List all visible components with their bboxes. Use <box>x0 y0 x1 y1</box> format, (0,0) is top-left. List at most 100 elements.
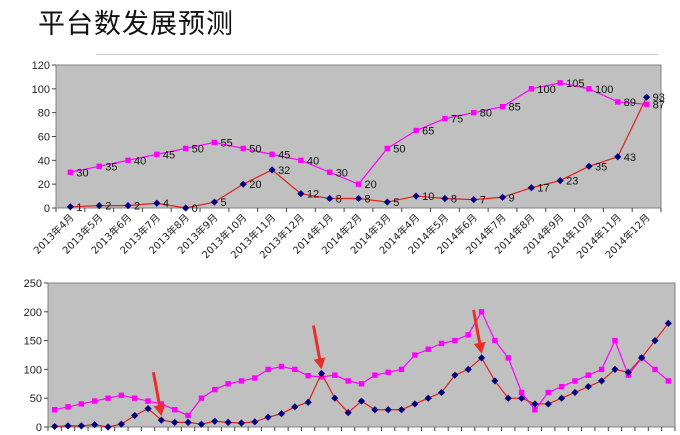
series-0-point <box>145 398 151 404</box>
series-0-data-label: 45 <box>163 149 175 161</box>
series-1-point <box>517 394 526 402</box>
series-0-data-label: 105 <box>566 78 584 90</box>
series-1-point <box>124 202 132 210</box>
series-0-point <box>452 337 458 344</box>
series-0-data-label: 30 <box>336 167 348 179</box>
annotation-arrow <box>472 309 486 354</box>
series-0-point <box>292 366 298 373</box>
series-0-point <box>211 139 218 146</box>
series-0-point <box>478 309 485 315</box>
series-1-point <box>664 319 672 327</box>
series-0-point <box>269 151 275 158</box>
series-1-data-label: 1 <box>76 202 82 214</box>
series-1-point <box>411 400 419 408</box>
series-0-data-label: 50 <box>249 143 261 155</box>
series-1-point <box>264 413 272 421</box>
series-0-data-label: 20 <box>365 179 377 191</box>
series-0-point <box>305 373 311 379</box>
series-1-point <box>344 409 352 417</box>
series-0-point <box>154 151 160 158</box>
series-1-point <box>383 198 391 206</box>
arrow-shaft <box>472 309 483 349</box>
series-0-data-label: 50 <box>393 143 405 155</box>
series-1-point <box>251 418 259 426</box>
series-1-point <box>224 418 232 426</box>
series-0-point <box>172 407 178 413</box>
series-1-data-label: 8 <box>451 193 457 205</box>
series-0-point <box>185 412 191 419</box>
series-1-point <box>277 410 286 418</box>
series-1-point <box>614 153 622 161</box>
series-1-point <box>477 354 486 362</box>
series-1-point <box>77 422 85 430</box>
series-0-data-label: 100 <box>595 84 613 96</box>
series-1-point <box>491 377 499 385</box>
series-0-point <box>528 86 535 92</box>
series-0-point <box>652 366 658 373</box>
y-tick-label: 60 <box>38 132 50 144</box>
series-1-point <box>651 337 659 345</box>
series-1-data-label: 35 <box>595 161 607 173</box>
series-0-point <box>105 395 111 401</box>
series-0-data-label: 50 <box>192 143 204 155</box>
series-1-point <box>412 192 420 200</box>
series-1-point <box>464 365 472 373</box>
series-1-data-label: 43 <box>624 152 636 164</box>
series-1-point <box>291 403 299 411</box>
annotation-arrow <box>312 325 326 370</box>
series-1-point <box>131 411 139 420</box>
series-1-data-label: 8 <box>336 193 342 205</box>
series-1-point <box>331 394 339 402</box>
series-1-point <box>357 397 366 405</box>
y-tick-label: 20 <box>38 179 50 191</box>
series-0-point <box>465 332 471 338</box>
series-1-point <box>470 196 478 204</box>
series-0-point <box>238 378 245 384</box>
series-1-point <box>182 204 190 212</box>
series-0-point <box>125 157 131 164</box>
series-0-data-label: 75 <box>451 114 463 126</box>
series-0-point <box>413 127 419 134</box>
series-0-data-label: 85 <box>509 102 521 114</box>
series-0-point <box>442 115 448 122</box>
series-1-point <box>117 420 125 428</box>
series-0-point <box>198 395 205 401</box>
series-1-point <box>326 194 334 203</box>
series-1-point <box>451 371 459 379</box>
series-1-point <box>91 421 99 429</box>
y-tick-label: 120 <box>32 60 50 72</box>
series-0-point <box>384 145 391 152</box>
chart-top: 0204060801001202013年4月2013年5月2013年6月2013… <box>31 60 665 261</box>
y-tick-label: 200 <box>24 307 42 319</box>
series-0-point <box>545 389 551 396</box>
series-1-data-label: 12 <box>307 189 319 201</box>
series-1-point <box>585 162 593 170</box>
page-title: 平台数发展预测 <box>38 9 234 40</box>
series-1-data-label: 5 <box>393 197 399 209</box>
arrow-shaft <box>151 371 162 411</box>
series-1-point <box>104 423 112 431</box>
series-0-point <box>225 381 231 387</box>
series-1-data-label: 20 <box>249 179 261 191</box>
series-1-point <box>354 194 363 203</box>
series-1-data-label: 93 <box>653 92 665 104</box>
series-0-point <box>96 163 102 169</box>
series-1-data-label: 2 <box>134 201 140 213</box>
series-1-data-label: 0 <box>192 203 198 215</box>
series-1-point <box>211 417 219 425</box>
series-1-point <box>239 180 247 188</box>
series-0-data-label: 100 <box>537 84 555 96</box>
series-0-point <box>425 346 431 352</box>
arrow-shaft <box>312 325 322 364</box>
series-0-point <box>572 378 578 384</box>
series-1-point <box>197 420 206 428</box>
series-0-point <box>326 169 333 175</box>
series-1-point <box>424 394 432 402</box>
series-1-point <box>64 422 72 430</box>
series-0-point <box>612 337 618 344</box>
series-0-point <box>438 340 445 347</box>
series-0-data-label: 65 <box>422 126 434 138</box>
series-1-data-label: 32 <box>278 165 290 177</box>
arrow-head <box>313 357 326 370</box>
